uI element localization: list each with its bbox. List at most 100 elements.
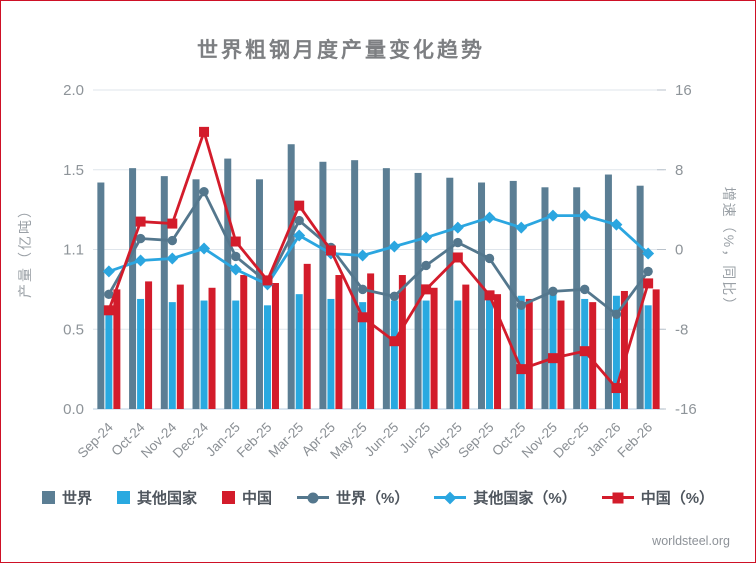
marker-square xyxy=(547,353,558,364)
bar-world xyxy=(478,182,486,409)
x-tick-label: Sep-25 xyxy=(455,420,496,461)
bar-other xyxy=(422,300,430,409)
bar-china xyxy=(367,273,375,409)
legend-swatch-icon xyxy=(41,491,55,504)
marker-diamond xyxy=(642,247,655,260)
marker-diamond xyxy=(388,240,401,253)
marker-square xyxy=(325,245,336,256)
bar-other xyxy=(137,298,145,409)
x-tick-label: Dec-24 xyxy=(170,419,212,461)
bar-other xyxy=(105,313,113,409)
marker-diamond xyxy=(102,265,115,278)
y-left-tick-label: 0.5 xyxy=(63,321,84,338)
bar-china xyxy=(525,298,533,409)
marker-circle xyxy=(579,284,590,295)
bar-china xyxy=(335,275,343,409)
marker-circle xyxy=(135,233,146,244)
bar-other xyxy=(612,295,620,409)
bar-other xyxy=(263,305,271,409)
bar-other xyxy=(232,300,240,409)
bar-world xyxy=(446,177,454,409)
chart-title: 世界粗钢月度产量变化趋势 xyxy=(197,37,485,62)
y-left-tick-label: 2.0 xyxy=(63,82,84,99)
bar-other xyxy=(486,295,494,409)
bar-china xyxy=(557,300,565,409)
bar-china xyxy=(620,290,628,409)
bar-world xyxy=(224,158,232,409)
bar-world xyxy=(129,168,137,409)
legend-item-world-pct: 世界（%） xyxy=(297,487,409,508)
bar-world xyxy=(636,185,644,409)
marker-square xyxy=(611,383,622,394)
line-china-pct xyxy=(103,126,654,394)
marker-circle xyxy=(294,215,304,226)
bar-other xyxy=(359,302,367,409)
y-right-tick-label: 0 xyxy=(675,242,683,259)
marker-square xyxy=(230,236,241,247)
bar-china xyxy=(652,289,660,409)
marker-diamond xyxy=(578,209,591,222)
marker-square xyxy=(103,305,114,316)
bar-world xyxy=(319,161,327,409)
marker-square xyxy=(262,275,273,286)
legend-label: 中国 xyxy=(241,490,272,507)
y-left-axis-title: 产量（亿吨） xyxy=(17,202,33,298)
y-left-tick-label: 1.5 xyxy=(63,162,84,179)
y-axis-left: 2.0 1.5 1.1 0.5 0.0 产量（亿吨） xyxy=(17,82,84,418)
legend-item-china-pct: 中国（%） xyxy=(601,487,715,508)
marker-square xyxy=(357,312,368,323)
watermark: worldsteel.org xyxy=(652,534,730,548)
marker-diamond xyxy=(420,231,433,244)
bar-china xyxy=(113,289,121,409)
bar-china xyxy=(145,281,153,409)
x-tick-label: Sep-24 xyxy=(75,419,117,461)
marker-circle xyxy=(548,286,558,297)
bar-world xyxy=(255,179,263,409)
x-tick-label: Feb-25 xyxy=(234,420,275,461)
legend-line-circle-icon xyxy=(297,491,329,504)
marker-diamond xyxy=(293,229,306,242)
legend-swatch-icon xyxy=(116,491,130,504)
marker-diamond xyxy=(356,249,369,262)
bar-china xyxy=(176,284,184,409)
legend-label: 世界 xyxy=(61,490,92,507)
bar-china xyxy=(494,294,502,409)
bar-world xyxy=(97,182,105,409)
marker-circle xyxy=(611,309,622,319)
bar-china xyxy=(430,287,438,409)
y-left-tick-label: 0.0 xyxy=(63,401,84,418)
marker-circle xyxy=(231,251,241,262)
bar-china xyxy=(303,263,311,409)
legend-label: 世界（%） xyxy=(336,490,410,507)
marker-square xyxy=(484,290,495,301)
marker-square xyxy=(294,200,305,211)
bar-other xyxy=(549,294,557,409)
marker-diamond xyxy=(610,218,623,231)
bar-world xyxy=(604,174,612,409)
y-right-axis-title: 增速（%，同比） xyxy=(721,187,737,313)
bar-world xyxy=(160,176,168,409)
bar-china xyxy=(462,284,470,409)
marker-circle xyxy=(643,266,653,277)
bar-other xyxy=(454,300,462,409)
marker-square xyxy=(421,284,432,295)
marker-diamond xyxy=(134,254,147,267)
marker-square xyxy=(579,346,590,357)
legend-label: 其他国家 xyxy=(136,490,197,507)
bar-other xyxy=(517,295,525,409)
marker-diamond xyxy=(166,252,179,265)
marker-circle xyxy=(104,289,114,300)
legend-line-diamond-icon xyxy=(434,491,467,504)
bar-world xyxy=(414,172,422,409)
marker-circle xyxy=(357,284,368,295)
bar-china xyxy=(398,275,406,409)
marker-circle xyxy=(199,186,209,197)
bar-other xyxy=(295,294,303,409)
marker-square xyxy=(135,216,146,227)
legend-label: 中国（%） xyxy=(640,490,715,507)
marker-circle xyxy=(389,291,400,302)
bar-world xyxy=(573,187,581,409)
marker-diamond xyxy=(198,242,211,255)
